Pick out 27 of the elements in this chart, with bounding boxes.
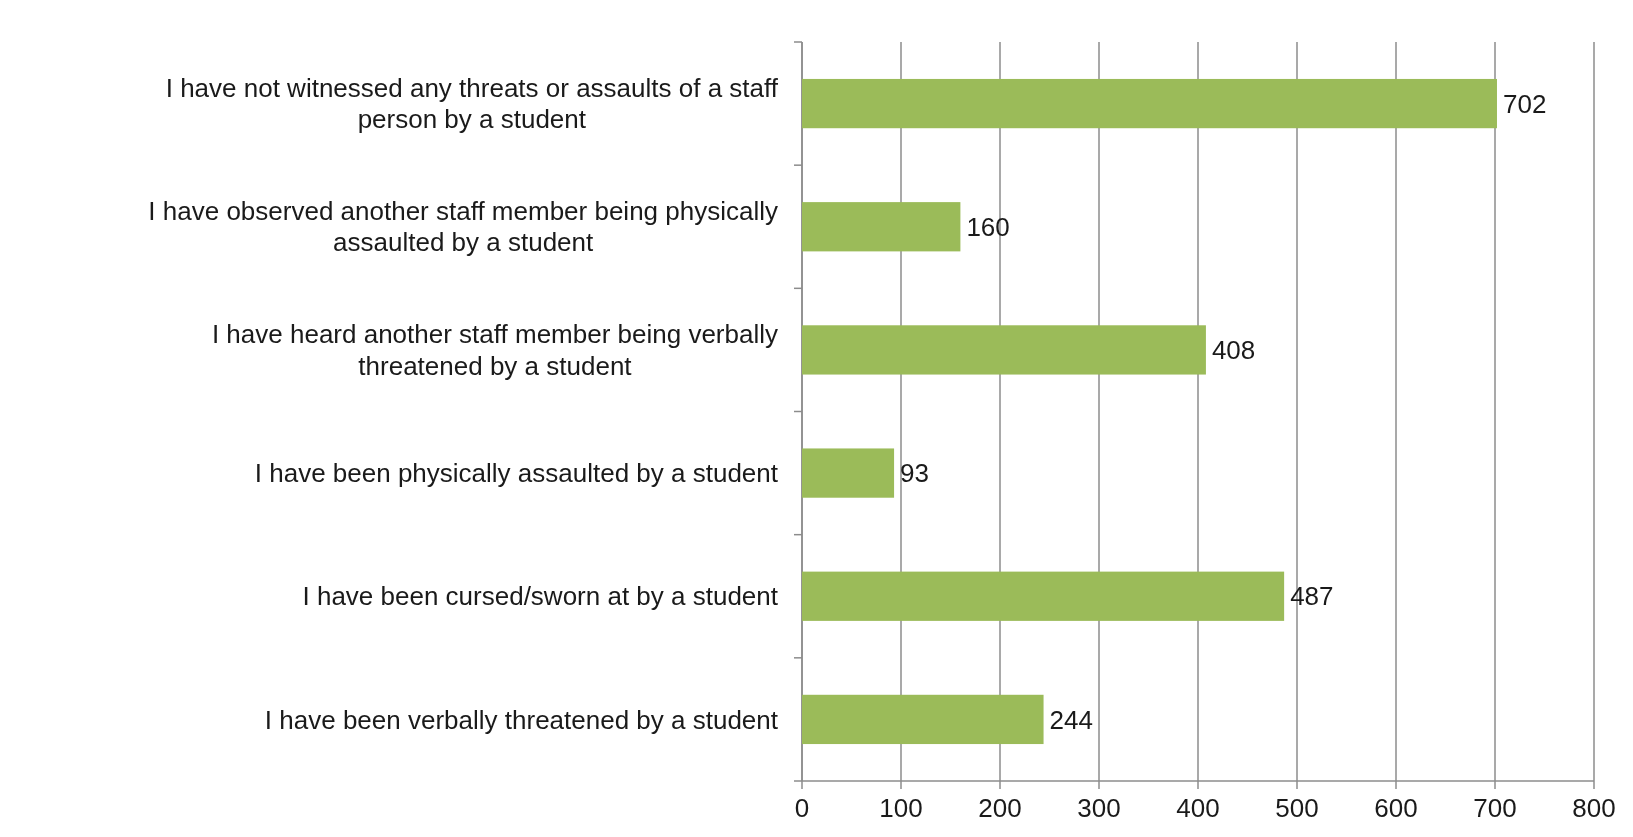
x-tick-label: 200 [978,793,1022,823]
x-tick-label: 800 [1572,793,1616,823]
x-tick-label: 600 [1374,793,1418,823]
data-label: 160 [966,211,1010,242]
bar [802,571,1285,621]
bar [802,325,1206,375]
data-label: 487 [1290,581,1334,612]
y-tick-label: I have been physically assaulted by a student [254,458,779,489]
x-tick-label: 100 [879,793,923,823]
data-label: 408 [1211,335,1256,366]
y-tick-label: I have observed another staff member being physically assaulted by a student [148,196,778,258]
bar [802,448,895,498]
x-tick-label: 0 [794,793,810,823]
y-tick-label: I have heard another staff member being verbally threatened by a student [211,319,778,381]
data-label: 244 [1049,704,1093,735]
y-tick-label: I have not witnessed any threats or assaults of a staff person by a student [165,73,779,135]
data-label: 702 [1502,88,1547,119]
bar [802,694,1044,745]
bar [802,78,1497,129]
x-tick-label: 500 [1275,793,1319,823]
y-tick-label: I have been verbally threatened by a student [264,704,779,735]
x-tick-label: 700 [1473,793,1517,823]
x-tick-label: 300 [1077,793,1121,823]
bar [802,202,961,252]
y-tick-label: I have been cursed/sworn at by a student [302,581,779,612]
x-tick-label: 400 [1176,793,1220,823]
data-label: 93 [900,458,929,489]
